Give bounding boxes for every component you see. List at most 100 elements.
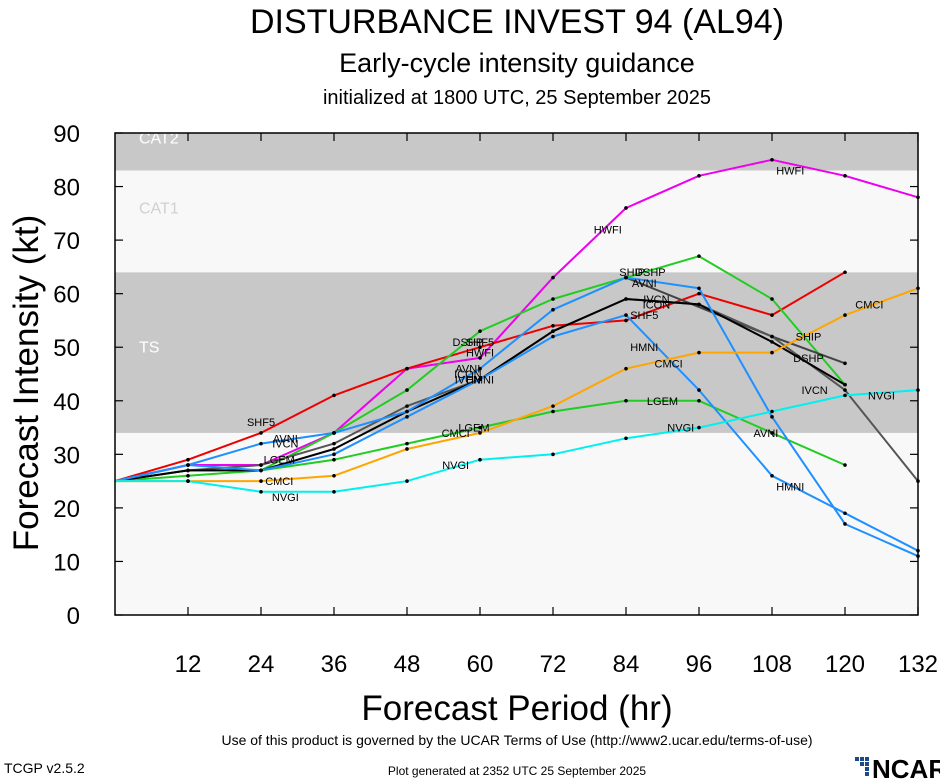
- series-label-hwfi: HWFI: [466, 348, 494, 360]
- data-point-lgem: [697, 398, 701, 403]
- series-lines: [114, 158, 919, 558]
- chart-title: DISTURBANCE INVEST 94 (AL94): [250, 3, 784, 41]
- data-point-nvgi: [843, 393, 847, 398]
- series-label-lgem: LGEM: [458, 423, 489, 435]
- data-point-avni: [405, 409, 409, 414]
- data-point-cmci: [259, 479, 263, 483]
- x-tick-label: 96: [686, 651, 713, 678]
- series-label-lgem: LGEM: [264, 455, 295, 467]
- data-point-dshp: [478, 329, 482, 333]
- x-axis-ticks: 12 24 36 48 60 72 84 96 108 120 132: [175, 133, 938, 678]
- y-tick-label: 30: [53, 442, 80, 469]
- data-point-lgem: [624, 398, 628, 403]
- data-point-hwfi: [770, 157, 774, 162]
- x-tick-label: 36: [321, 651, 348, 678]
- series-label-hmni: HMNI: [466, 374, 494, 386]
- data-point-cmci: [551, 404, 555, 408]
- data-point-dshp: [551, 297, 555, 301]
- y-tick-label: 50: [53, 335, 80, 362]
- band-cat1: [115, 170, 918, 273]
- data-point-avni: [770, 415, 774, 419]
- x-axis-title: Forecast Period (hr): [361, 689, 672, 728]
- data-point-nvgi: [332, 490, 336, 494]
- x-tick-label: 120: [825, 651, 865, 678]
- data-point-shf5: [551, 324, 555, 328]
- data-point-avni: [259, 441, 263, 446]
- series-label-lgem: LGEM: [647, 396, 678, 408]
- data-point-hwfi: [624, 206, 628, 210]
- data-point-lgem: [843, 463, 847, 467]
- data-point-ship: [843, 361, 847, 366]
- series-label-avni: AVNI: [273, 433, 298, 445]
- data-point-hmni: [697, 388, 701, 392]
- data-point-icon: [843, 382, 847, 387]
- data-point-dshp: [770, 297, 774, 301]
- ncar-logo-text: NCAR: [872, 754, 940, 780]
- data-point-cmci: [697, 350, 701, 355]
- series-label-shf5: SHF5: [247, 417, 275, 429]
- data-point-lgem: [186, 473, 190, 478]
- series-label-icon: ICON: [643, 299, 671, 311]
- data-point-hwfi: [551, 275, 555, 280]
- series-label-nvgi: NVGI: [667, 423, 694, 435]
- data-point-dshp: [697, 254, 701, 258]
- generated-label: Plot generated at 2352 UTC 25 September …: [388, 764, 646, 778]
- series-label-nvgi: NVGI: [272, 492, 299, 504]
- data-point-shf5: [478, 345, 482, 350]
- series-labels: HWFIHWFIHWFISHF5SHF5SHF5DSHPDSHPDSHPSHIP…: [247, 165, 895, 504]
- data-point-shf5: [624, 318, 628, 323]
- data-point-hwfi: [478, 356, 482, 360]
- series-label-ship: SHIP: [796, 332, 822, 344]
- data-point-shf5: [405, 366, 409, 371]
- band-cat2: [115, 133, 918, 171]
- data-point-lgem: [770, 431, 774, 435]
- y-tick-label: 10: [53, 549, 80, 576]
- data-point-ivcn: [259, 463, 263, 467]
- x-tick-label: 84: [613, 651, 640, 678]
- series-points: [186, 157, 920, 558]
- data-point-hmni: [551, 334, 555, 339]
- data-point-hmni: [259, 468, 263, 473]
- y-tick-label: 0: [67, 603, 80, 630]
- data-point-nvgi: [551, 452, 555, 457]
- series-label-avni: AVNI: [455, 364, 480, 376]
- x-tick-label: 12: [175, 651, 202, 678]
- data-point-hmni: [843, 511, 847, 516]
- band-label-ts: TS: [139, 340, 159, 357]
- data-point-hmni: [332, 452, 336, 457]
- series-label-ivcn: IVCN: [643, 294, 669, 306]
- series-label-ship: SHIP: [619, 267, 645, 279]
- data-point-icon: [697, 302, 701, 307]
- series-line-cmci: [115, 287, 919, 483]
- series-label-shf5: SHF5: [630, 310, 658, 322]
- data-point-avni: [843, 522, 847, 526]
- x-tick-label: 48: [394, 651, 421, 678]
- data-point-shf5: [843, 270, 847, 275]
- data-point-icon: [770, 340, 774, 344]
- data-point-lgem: [551, 409, 555, 414]
- y-tick-label: 20: [53, 496, 80, 523]
- x-tick-label: 132: [898, 651, 938, 678]
- data-point-hwfi: [697, 174, 701, 178]
- y-tick-label: 80: [53, 175, 80, 202]
- data-point-lgem: [478, 425, 482, 430]
- series-label-hmni: HMNI: [776, 481, 804, 493]
- data-point-cmci: [332, 473, 336, 478]
- series-line-nvgi: [115, 389, 919, 493]
- data-point-nvgi: [478, 457, 482, 462]
- terms-of-use: Use of this product is governed by the U…: [221, 732, 812, 748]
- series-label-dshp: DSHP: [793, 353, 824, 365]
- y-tick-label: 70: [53, 228, 80, 255]
- y-tick-label: 60: [53, 282, 80, 309]
- series-line-hmni: [114, 314, 919, 552]
- y-axis-ticks: 0 10 20 30 40 50 60 70 80 90: [53, 121, 918, 630]
- data-point-avni: [478, 366, 482, 371]
- data-point-dshp: [405, 388, 409, 392]
- series-label-cmci: CMCI: [442, 428, 470, 440]
- data-point-lgem: [332, 457, 336, 462]
- chart-subtitle: Early-cycle intensity guidance: [339, 48, 695, 78]
- series-label-dshp: DSHP: [635, 267, 666, 279]
- data-point-icon: [332, 447, 336, 451]
- data-point-cmci: [843, 313, 847, 317]
- data-point-nvgi: [259, 490, 263, 494]
